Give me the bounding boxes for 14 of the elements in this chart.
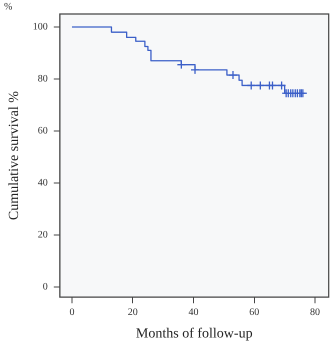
x-tick-label: 80 <box>310 306 320 318</box>
y-axis-title: Cumulative survival % <box>7 90 22 220</box>
y-tick-label: 0 <box>42 281 48 292</box>
y-tick-label: 60 <box>38 126 48 137</box>
x-axis-title: Months of follow-up <box>136 326 253 342</box>
x-tick-label: 0 <box>69 306 74 318</box>
x-tick-label: 40 <box>188 306 198 318</box>
y-tick-label: 20 <box>38 229 48 240</box>
text: % <box>4 2 12 13</box>
x-tick-label: 20 <box>128 306 138 318</box>
y-tick-label: 80 <box>38 74 48 85</box>
x-tick-label: 60 <box>249 306 260 318</box>
y-tick-label: 40 <box>38 178 48 189</box>
y-tick-label: 100 <box>32 22 48 33</box>
